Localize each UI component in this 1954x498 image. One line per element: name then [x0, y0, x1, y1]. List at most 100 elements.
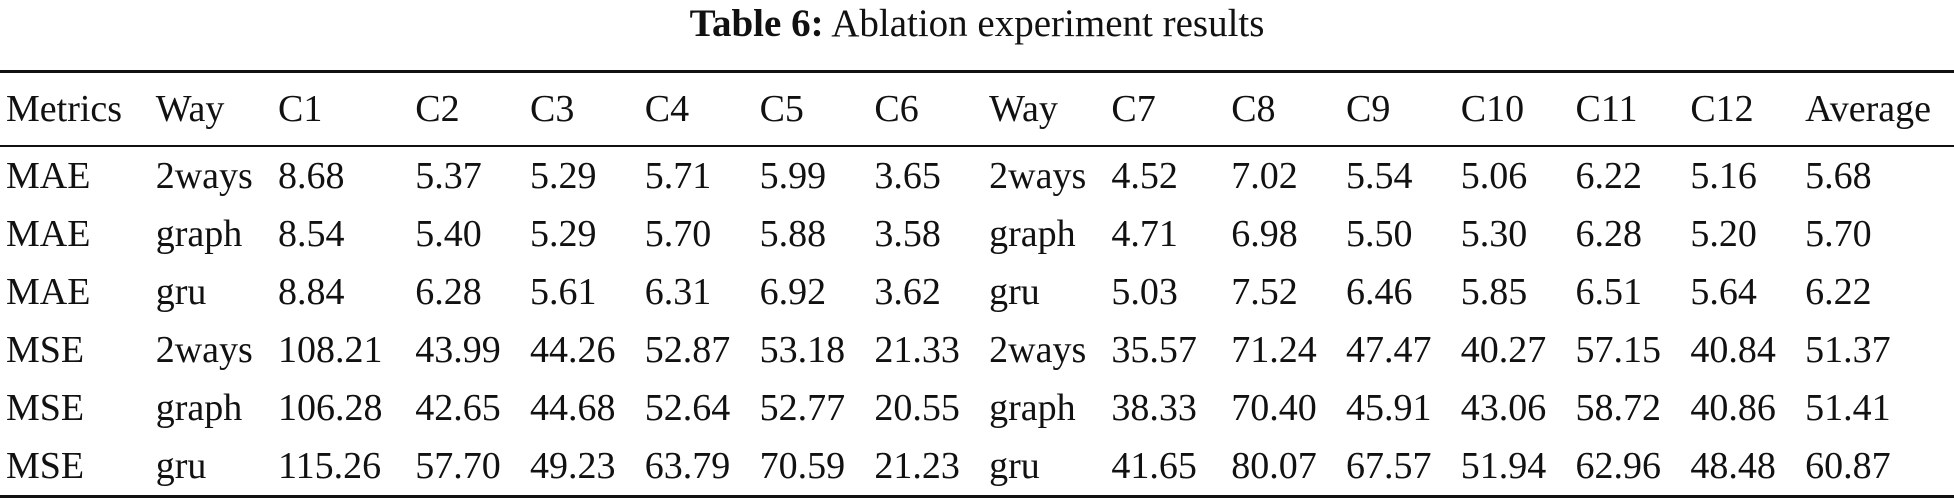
header-row: Metrics Way C1 C2 C3 C4 C5 C6 Way C7 C8 C9 C10 C11 C12…: [0, 71, 1954, 146]
table-cell: 6.46: [1345, 271, 1413, 313]
table-cell: graph: [155, 213, 243, 255]
table-cell: 21.33: [874, 329, 960, 371]
table-cell: 47.47: [1345, 329, 1432, 371]
table-cell: 60.87: [1805, 445, 1891, 487]
table-row: MAE 2ways 8.68 5.37 5.29 5.71 5.99 3.65 2ways 4.5…: [0, 146, 1954, 205]
table-cell: graph: [989, 213, 1076, 255]
table-cell: MSE: [6, 329, 85, 371]
table-cell: 6.31: [644, 271, 712, 313]
table-cell: 5.68: [1805, 155, 1872, 197]
table-cell: 58.72: [1575, 387, 1662, 429]
column-header: C4: [644, 88, 690, 130]
table-cell: 40.86: [1690, 387, 1776, 429]
table-cell: 49.23: [530, 445, 616, 487]
table-cell: 2ways: [989, 155, 1087, 197]
table-row: MAE gru 8.84 6.28 5.61 6.31 6.92 3.62 gru 5.03 7.5…: [0, 263, 1954, 321]
table-cell: 45.91: [1345, 387, 1432, 429]
table-cell: 5.16: [1690, 155, 1757, 197]
table-cell: 62.96: [1575, 445, 1662, 487]
table-cell: 5.20: [1690, 213, 1757, 255]
table-cell: 51.41: [1805, 387, 1891, 429]
table-cell: MAE: [6, 213, 91, 255]
table-cell: 57.70: [415, 445, 501, 487]
column-header: C11: [1575, 88, 1638, 130]
table-cell: 106.28: [277, 387, 383, 429]
table-body: MAE 2ways 8.68 5.37 5.29 5.71 5.99 3.65 2ways 4.5…: [0, 146, 1954, 497]
table-cell: 5.99: [759, 155, 827, 197]
table-cell: 41.65: [1111, 445, 1197, 487]
table-cell: 51.37: [1805, 329, 1891, 371]
table-cell: 5.40: [415, 213, 482, 255]
table-cell: 44.68: [530, 387, 616, 429]
table-cell: 57.15: [1575, 329, 1662, 371]
table-cell: 5.29: [530, 213, 597, 255]
table-cell: MSE: [6, 387, 85, 429]
table-cell: gru: [155, 271, 207, 313]
caption-label: Table 6:: [689, 2, 824, 45]
table-cell: 5.70: [644, 213, 712, 255]
table-cell: 5.37: [415, 155, 482, 197]
table-cell: 3.65: [874, 155, 941, 197]
table-cell: 4.52: [1111, 155, 1178, 197]
table-cell: 4.71: [1111, 213, 1178, 255]
table-cell: MAE: [6, 271, 91, 313]
table-cell: 38.33: [1111, 387, 1197, 429]
table-cell: 40.27: [1460, 329, 1547, 371]
table-cell: 67.57: [1345, 445, 1432, 487]
table-cell: 71.24: [1231, 329, 1317, 371]
table-cell: MAE: [6, 155, 91, 197]
column-header: C9: [1345, 88, 1391, 130]
column-header: C8: [1231, 88, 1276, 130]
table-cell: gru: [155, 445, 207, 487]
table-cell: 5.61: [530, 271, 597, 313]
table-cell: 6.51: [1575, 271, 1643, 313]
table-cell: graph: [155, 387, 243, 429]
table-cell: 5.06: [1460, 155, 1528, 197]
table-cell: MSE: [6, 445, 85, 487]
table-cell: 6.28: [415, 271, 482, 313]
table-cell: 44.26: [530, 329, 616, 371]
table-cell: 35.57: [1111, 329, 1197, 371]
table-cell: 5.29: [530, 155, 597, 197]
table-cell: 6.98: [1231, 213, 1298, 255]
table-cell: 20.55: [874, 387, 960, 429]
table-cell: 6.28: [1575, 213, 1643, 255]
table-cell: 52.87: [644, 329, 731, 371]
table-cell: 8.84: [277, 271, 345, 313]
column-header: Average: [1805, 88, 1931, 130]
table-cell: 48.48: [1690, 445, 1776, 487]
column-header: C1: [277, 88, 323, 130]
table-cell: 7.52: [1231, 271, 1298, 313]
ablation-results-table: Metrics Way C1 C2 C3 C4 C5 C6 Way C7 C8 C9 C10 C11 C12…: [0, 70, 1954, 498]
table-cell: 8.68: [277, 155, 345, 197]
table-caption: Table 6: Ablation experiment results: [0, 0, 1954, 48]
table-cell: 6.22: [1575, 155, 1643, 197]
table-cell: 5.54: [1345, 155, 1413, 197]
table-cell: 51.94: [1460, 445, 1547, 487]
column-header: C7: [1111, 88, 1156, 130]
table-cell: 5.88: [759, 213, 827, 255]
table-cell: 80.07: [1231, 445, 1317, 487]
column-header: C3: [530, 88, 575, 130]
table-row: MSE 2ways 108.21 43.99 44.26 52.87 53.18 21.33 2…: [0, 321, 1954, 379]
table-cell: 5.71: [644, 155, 712, 197]
table-cell: 2ways: [989, 329, 1087, 371]
table-cell: 115.26: [277, 445, 382, 487]
table-cell: 2ways: [155, 329, 253, 371]
column-header: Way: [155, 88, 225, 130]
table-cell: 52.64: [644, 387, 731, 429]
column-header: C6: [874, 88, 919, 130]
table-cell: 3.62: [874, 271, 941, 313]
table-cell: 43.06: [1460, 387, 1547, 429]
table-cell: gru: [989, 271, 1040, 313]
column-header: Metrics: [6, 88, 123, 130]
table-cell: 53.18: [759, 329, 846, 371]
column-header: C12: [1690, 88, 1754, 130]
table-cell: 21.23: [874, 445, 960, 487]
table-cell: 63.79: [644, 445, 731, 487]
table-cell: 5.03: [1111, 271, 1178, 313]
table-cell: gru: [989, 445, 1040, 487]
table-cell: 3.58: [874, 213, 941, 255]
caption-text: Ablation experiment results: [831, 2, 1265, 45]
table-cell: 6.22: [1805, 271, 1872, 313]
